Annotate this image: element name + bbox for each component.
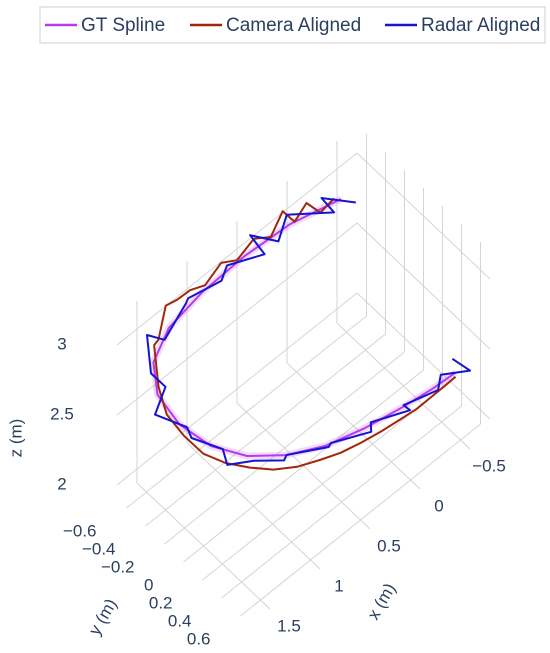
legend-box — [39, 6, 546, 44]
data-line — [146, 197, 471, 466]
grid-line — [221, 405, 462, 599]
x-tick-label: 0.5 — [377, 536, 401, 555]
grid-line — [126, 315, 367, 509]
z-tick-label: 2 — [57, 474, 66, 493]
legend-label: Radar Aligned — [421, 15, 540, 36]
y-axis-title: y (m) — [85, 595, 121, 638]
grid-line — [116, 292, 358, 486]
grid-line — [356, 292, 491, 420]
legend-label: Camera Aligned — [226, 15, 361, 36]
x-tick-label: 1 — [334, 576, 343, 595]
legend-label: GT Spline — [81, 15, 165, 36]
y-tick-label: 0 — [144, 575, 153, 594]
x-tick-label: 0 — [434, 496, 443, 515]
grid-line — [356, 152, 491, 280]
x-tick-label: −0.5 — [472, 456, 506, 475]
grid-line — [145, 333, 386, 527]
y-tick-label: −0.4 — [82, 539, 116, 558]
x-tick-label: 1.5 — [277, 616, 301, 635]
z-tick-label: 3 — [57, 334, 66, 353]
line-halo — [149, 195, 458, 460]
data-line — [152, 198, 457, 457]
grid-line — [356, 222, 491, 350]
grid-line — [116, 152, 358, 346]
grid-line — [164, 351, 405, 545]
y-tick-label: 0.6 — [187, 629, 211, 648]
z-axis-title: z (m) — [6, 419, 25, 458]
data-line — [153, 197, 457, 471]
legend: GT Spline Camera Aligned Radar Aligned — [45, 15, 540, 36]
y-tick-label: −0.2 — [101, 557, 135, 576]
grid-line — [202, 387, 443, 581]
y-tick-label: 0.2 — [149, 593, 173, 612]
y-tick-label: −0.6 — [63, 521, 97, 540]
grid-line — [240, 423, 481, 617]
y-tick-label: 0.4 — [168, 611, 192, 630]
grid-line — [183, 369, 424, 563]
x-axis-title: x (m) — [364, 580, 400, 623]
z-tick-label: 2.5 — [50, 404, 74, 423]
